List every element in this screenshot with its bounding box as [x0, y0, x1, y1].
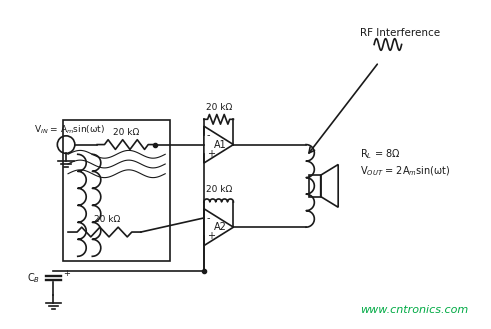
- Text: +: +: [207, 231, 215, 241]
- Text: 20 kΩ: 20 kΩ: [206, 103, 232, 112]
- Text: 20 kΩ: 20 kΩ: [206, 185, 232, 194]
- Text: 20 kΩ: 20 kΩ: [94, 215, 120, 224]
- Text: A2: A2: [214, 222, 227, 232]
- Text: +: +: [63, 269, 70, 278]
- Bar: [63, 120, 170, 261]
- Text: -: -: [207, 130, 210, 140]
- Text: V$_{IN}$ = A$_m$sin(ωt): V$_{IN}$ = A$_m$sin(ωt): [34, 124, 105, 136]
- Text: RF Interference: RF Interference: [359, 28, 439, 38]
- Text: A1: A1: [214, 139, 227, 150]
- Text: 20 kΩ: 20 kΩ: [113, 128, 139, 137]
- Text: V$_{OUT}$ = 2A$_m$sin(ωt): V$_{OUT}$ = 2A$_m$sin(ωt): [359, 164, 450, 178]
- Text: R$_L$ = 8Ω: R$_L$ = 8Ω: [359, 147, 400, 161]
- Text: +: +: [207, 149, 215, 159]
- Text: -: -: [207, 213, 210, 223]
- Text: www.cntronics.com: www.cntronics.com: [359, 305, 468, 315]
- Text: C$_B$: C$_B$: [27, 271, 41, 285]
- Bar: [309, 175, 321, 196]
